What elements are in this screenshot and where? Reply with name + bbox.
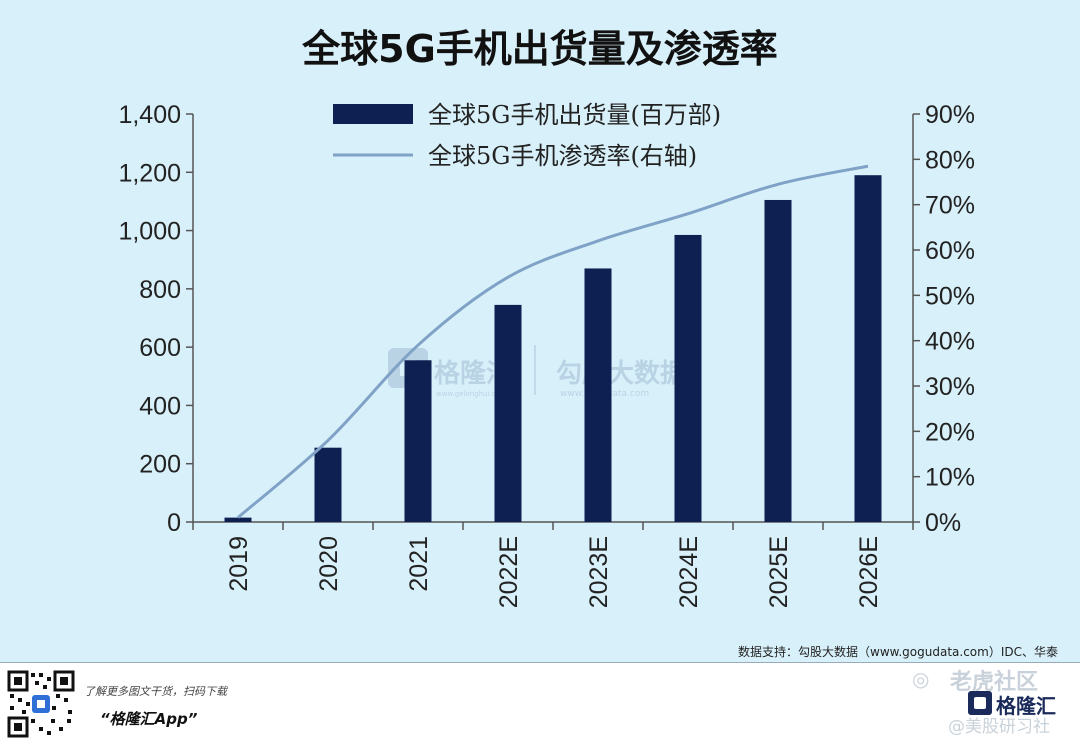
- right-tick-label: 70%: [925, 192, 975, 220]
- gelonghui-logo: 格隆汇: [968, 690, 1070, 718]
- svg-text:勾股大数据: 勾股大数据: [556, 359, 686, 389]
- x-tick-label: 2020: [315, 536, 343, 592]
- footer: [0, 663, 1080, 743]
- bar: [674, 234, 702, 522]
- qr-code-icon[interactable]: [6, 669, 76, 739]
- left-tick-label: 1,200: [118, 159, 181, 187]
- right-tick-label: 30%: [925, 373, 975, 401]
- x-tick-label: 2026E: [855, 536, 883, 608]
- footer-divider: [0, 662, 1080, 663]
- line-group: [237, 164, 869, 519]
- x-tick-label: 2023E: [585, 536, 613, 608]
- x-tick-label: 2025E: [765, 536, 793, 608]
- bar: [224, 517, 252, 522]
- tiger-icon: ◎: [912, 667, 930, 691]
- bar: [494, 304, 522, 522]
- svg-text:www.gelonghui.com: www.gelonghui.com: [436, 390, 507, 398]
- legend-label-bar: 全球5G手机出货量(百万部): [428, 101, 721, 129]
- watermark-center: 格隆汇 www.gelonghui.com 勾股大数据 www.gogudata…: [388, 345, 686, 399]
- left-tick-label: 200: [139, 451, 181, 479]
- left-tick-label: 0: [167, 509, 181, 537]
- promo-text: 了解更多图文干货，扫码下载: [84, 685, 227, 698]
- right-tick-label: 60%: [925, 237, 975, 265]
- right-tick-label: 10%: [925, 464, 975, 492]
- legend: 全球5G手机出货量(百万部) 全球5G手机渗透率(右轴): [333, 101, 721, 170]
- source-note: 数据支持：勾股大数据（www.gogudata.com）IDC、华泰: [738, 645, 1058, 659]
- bar: [584, 268, 612, 522]
- watermark-tiger: 老虎社区: [950, 670, 1039, 695]
- chart-canvas: 全球5G手机出货量及渗透率 格隆汇 www.gelonghui.com 勾股大数…: [118, 27, 975, 608]
- promo-app-name: “格隆汇App”: [100, 710, 198, 728]
- left-tick-label: 800: [139, 276, 181, 304]
- legend-swatch-bar: [333, 104, 413, 124]
- left-tick-label: 400: [139, 392, 181, 420]
- right-tick-label: 50%: [925, 282, 975, 310]
- legend-label-line: 全球5G手机渗透率(右轴): [428, 142, 697, 170]
- left-tick-label: 1,000: [118, 218, 181, 246]
- logo-text: 格隆汇: [996, 694, 1056, 718]
- logo-icon: [968, 691, 992, 715]
- bar: [764, 199, 792, 522]
- bars-group: [224, 175, 882, 522]
- x-tick-label: 2019: [225, 536, 253, 592]
- bar: [314, 447, 342, 522]
- right-tick-label: 40%: [925, 328, 975, 356]
- penetration-line: [237, 164, 869, 519]
- bar: [854, 175, 882, 522]
- bar: [404, 360, 432, 522]
- axes-group: 0 200 400 600 800 1,000 1,200 1,400 0% 10% 20% 30% 4…: [118, 101, 975, 608]
- left-tick-label: 1,400: [118, 101, 181, 129]
- x-tick-label: 2021: [405, 536, 433, 592]
- chart-title: 全球5G手机出货量及渗透率: [301, 27, 778, 71]
- x-tick-label: 2024E: [675, 536, 703, 608]
- right-tick-label: 90%: [925, 101, 975, 129]
- right-tick-label: 20%: [925, 418, 975, 446]
- x-tick-label: 2022E: [495, 536, 523, 608]
- right-tick-label: 80%: [925, 146, 975, 174]
- watermark-handle: @美股研习社: [948, 717, 1050, 737]
- left-tick-label: 600: [139, 334, 181, 362]
- right-tick-label: 0%: [925, 509, 961, 537]
